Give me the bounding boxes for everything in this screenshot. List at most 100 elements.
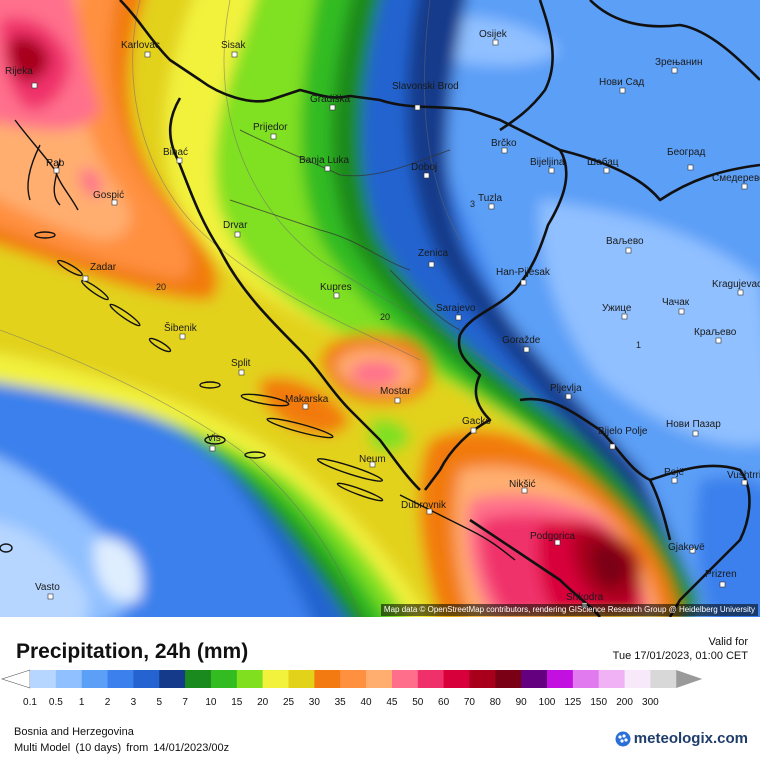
city-label[interactable]: Drvar (223, 220, 248, 231)
city-label[interactable]: Bijelo Polje (598, 426, 648, 437)
scale-swatch (495, 670, 522, 688)
city-label[interactable]: Goražde (502, 335, 541, 346)
city-label[interactable]: Brčko (491, 138, 517, 149)
city-label[interactable]: Doboj (411, 162, 437, 173)
scale-swatch (314, 670, 341, 688)
scale-swatch (210, 670, 238, 688)
city-label[interactable]: Karlovac (121, 40, 160, 51)
city-label[interactable]: Vushtrri (727, 470, 760, 481)
scale-swatch (81, 670, 109, 688)
city-label[interactable]: Kupres (320, 282, 352, 293)
city-label[interactable]: Rijeka (5, 66, 33, 77)
city-label[interactable]: Шабац (587, 156, 619, 168)
city-label[interactable]: Нови Сад (599, 77, 644, 88)
city-label[interactable]: Zadar (90, 262, 117, 273)
city-label[interactable]: Osijek (479, 29, 508, 40)
scale-tick-label: 1 (79, 697, 85, 708)
scale-max-arrow (676, 670, 703, 688)
city-label[interactable]: Краљево (694, 327, 737, 338)
city-label[interactable]: Gradiška (310, 94, 350, 105)
field-pink-mostar (350, 360, 401, 386)
island (109, 303, 141, 327)
map-title: Precipitation, 24h (mm) (16, 640, 249, 663)
field-pink-nw-2 (80, 169, 102, 197)
scale-min-arrow (1, 669, 31, 689)
precip-field (0, 0, 760, 617)
scale-tick-label: 50 (412, 697, 424, 708)
city-label[interactable]: Sarajevo (436, 303, 476, 314)
city-label[interactable]: Zenica (418, 248, 448, 259)
scale-tick-label: 2 (105, 697, 111, 708)
city-label[interactable]: Gospić (93, 190, 124, 201)
field-ne-lightblue (539, 200, 760, 446)
city-label[interactable]: Kragujevac (712, 279, 760, 290)
color-scale-legend: 0.1 0.5 1 2 3 5 7 10 15 20 25 30 35 40 45 50 60 70 80 90 100… (0, 668, 760, 716)
field-se-blue (696, 476, 760, 617)
city-label[interactable]: Dubrovnik (401, 500, 447, 511)
city-label[interactable]: Banja Luka (299, 155, 349, 166)
scale-tick-label: 60 (438, 697, 450, 708)
city-label[interactable]: Slavonski Brod (392, 81, 459, 92)
entity-border (389, 269, 461, 331)
border-hun (589, 0, 760, 81)
scale-tick-label: 200 (616, 697, 633, 708)
scale-tick-label: 25 (283, 697, 295, 708)
city-label[interactable]: Ужице (602, 303, 632, 314)
model-name: Multi Model (14, 742, 71, 754)
city-label[interactable]: Tuzla (478, 193, 503, 204)
city-label[interactable]: Чачак (662, 297, 690, 308)
border-srb-mne (519, 397, 672, 541)
city-label[interactable]: Prizren (705, 569, 737, 580)
city-label[interactable]: Makarska (285, 394, 329, 405)
brand-logo-link[interactable]: meteologix.com (615, 730, 748, 747)
island (148, 337, 172, 353)
city-label[interactable]: Bihać (163, 147, 188, 158)
island (316, 458, 384, 482)
city-label[interactable]: Нови Пазар (666, 419, 721, 430)
scale-tick-label: 40 (360, 697, 372, 708)
scale-swatch (30, 670, 57, 688)
scale-swatch (185, 670, 212, 688)
contour-label: 3 (470, 199, 475, 209)
map-attribution[interactable]: Map data © OpenStreetMap contributors, r… (380, 604, 758, 616)
city-label[interactable]: Pejë (664, 467, 684, 478)
city-label[interactable]: Shkodra (566, 592, 604, 603)
region-name: Bosnia and Herzegovina (14, 726, 134, 738)
field-deepmaroon-mne (591, 543, 630, 587)
city-label[interactable]: Gacko (462, 416, 491, 427)
city-label[interactable]: Зрењанин (655, 57, 702, 68)
contour-label: 1 (636, 340, 641, 350)
city-label[interactable]: Prijedor (253, 122, 288, 133)
city-label[interactable]: Bijeljina (530, 157, 565, 168)
scale-tick-label: 90 (516, 697, 528, 708)
island (336, 482, 384, 502)
scale-swatch (236, 670, 264, 688)
city-label[interactable]: Rab (46, 158, 65, 169)
island (266, 417, 334, 439)
city-label[interactable]: Vis (207, 433, 221, 444)
scale-tick-label: 7 (182, 697, 188, 708)
scale-tick-label: 5 (156, 697, 162, 708)
scale-swatch (417, 670, 445, 688)
precipitation-map[interactable]: 20 20 1 3 Rijeka Karlovac Sisak Osijek Н… (0, 0, 760, 617)
city-label[interactable]: Nikšić (509, 479, 536, 490)
scale-swatch (55, 670, 83, 688)
city-label[interactable]: Смедерево (712, 173, 760, 184)
city-label[interactable]: Neum (359, 454, 386, 465)
contour-line (424, 0, 461, 241)
city-label[interactable]: Gjakovë (668, 542, 705, 553)
city-label[interactable]: Han-Pijesak (496, 267, 551, 278)
scale-swatch (572, 670, 600, 688)
city-label[interactable]: Београд (667, 147, 705, 158)
city-label[interactable]: Pljevlja (550, 383, 582, 394)
city-label[interactable]: Mostar (380, 386, 411, 397)
city-label[interactable]: Vasto (35, 582, 60, 593)
city-label[interactable]: Podgorica (530, 531, 575, 542)
city-label[interactable]: Split (231, 358, 251, 369)
city-label[interactable]: Ваљево (606, 236, 644, 247)
city-label[interactable]: Sisak (221, 40, 246, 51)
island (57, 259, 83, 277)
coastline (399, 494, 516, 561)
scale-swatch (366, 670, 393, 688)
city-label[interactable]: Šibenik (164, 321, 198, 334)
